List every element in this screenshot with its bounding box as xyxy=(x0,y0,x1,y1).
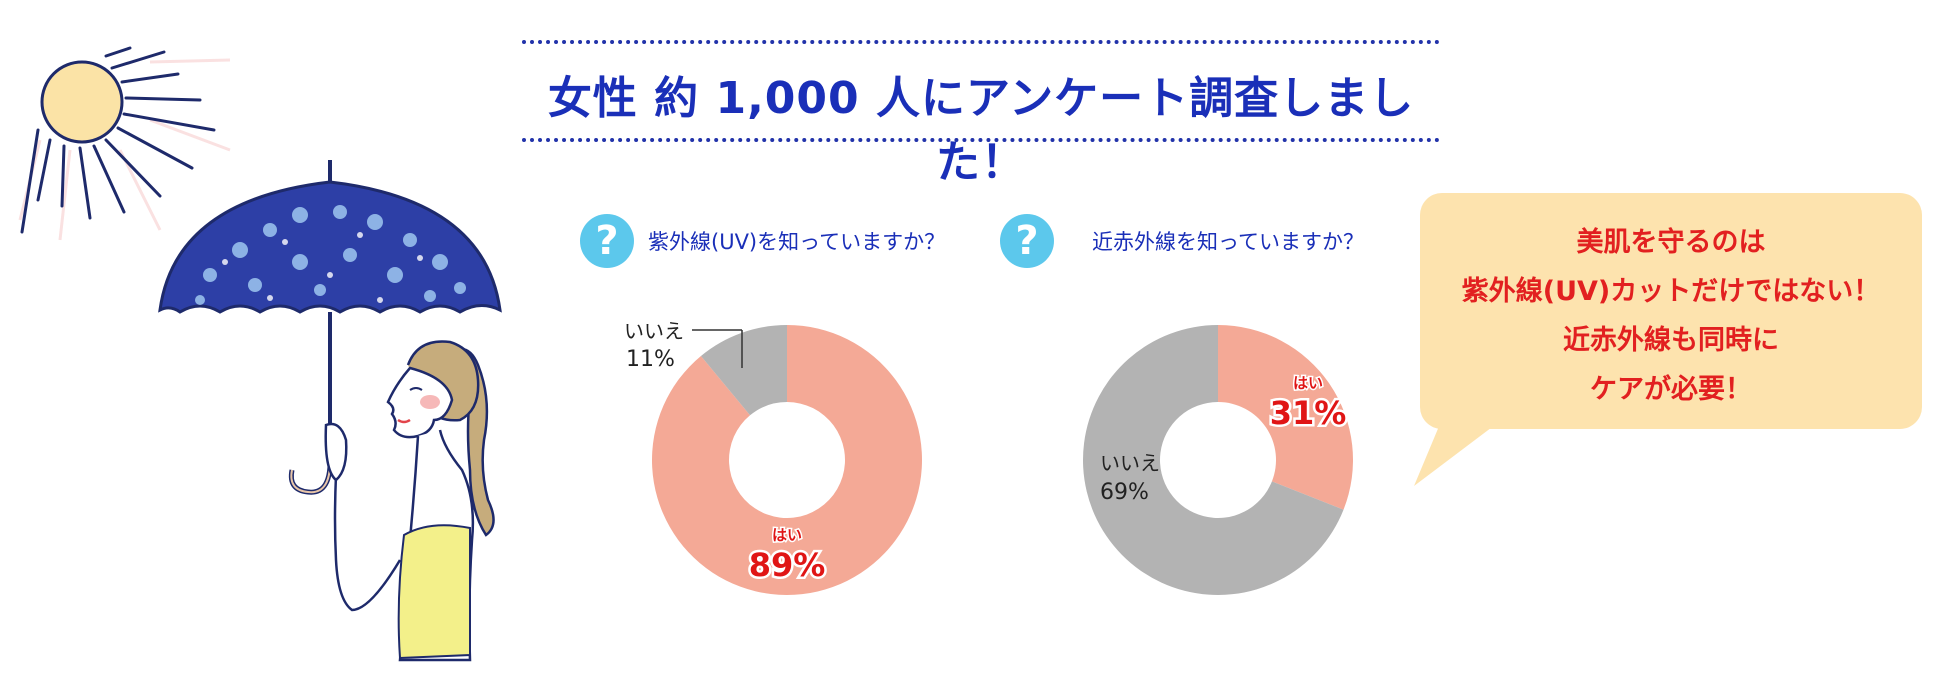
question-mark-icon: ? xyxy=(1000,214,1054,268)
speech-bubble: 美肌を守るのは 紫外線(UV)カットだけではない！ 近赤外線も同時に ケアが必要… xyxy=(1420,193,1922,429)
title-divider-top xyxy=(522,40,1440,44)
chart1-no-label: いいえ xyxy=(624,319,684,343)
question-nir-text: 近赤外線を知っていますか？ xyxy=(1092,230,1364,254)
umbrella-woman-illustration xyxy=(18,46,502,662)
chart2-yes-value: 31% xyxy=(1270,394,1347,432)
no-slice xyxy=(1083,325,1344,595)
nir-awareness-donut-chart: いいえ 69% はい 31% xyxy=(1083,325,1353,595)
question-mark-icon: ? xyxy=(580,214,634,268)
survey-title: 女性 約 1,000 人にアンケート調査しました！ xyxy=(547,73,1415,188)
sun-icon xyxy=(18,46,231,241)
bubble-line-3: 近赤外線も同時に xyxy=(1563,325,1779,356)
chart2-no-value: 69% xyxy=(1100,480,1149,505)
umbrella-icon xyxy=(158,160,502,495)
chart1-yes-label: はい xyxy=(772,526,802,544)
bubble-line-4: ケアが必要！ xyxy=(1590,374,1752,405)
title-divider-bottom xyxy=(522,138,1440,142)
woman-icon xyxy=(324,340,495,662)
bubble-message: 美肌を守るのは 紫外線(UV)カットだけではない！ 近赤外線も同時に ケアが必要… xyxy=(1420,218,1922,414)
bubble-line-2: 紫外線(UV)カットだけではない！ xyxy=(1461,276,1881,307)
chart1-yes-value: 89% xyxy=(749,546,826,584)
no-slice xyxy=(700,325,787,416)
chart1-no-value: 11% xyxy=(626,347,675,372)
chart2-yes-label: はい xyxy=(1293,374,1323,392)
yes-slice xyxy=(652,325,922,595)
question-uv-text: 紫外線(UV)を知っていますか？ xyxy=(648,230,946,254)
chart2-no-label: いいえ xyxy=(1100,451,1160,475)
bubble-line-1: 美肌を守るのは xyxy=(1576,227,1766,258)
uv-awareness-donut-chart: いいえ 11% はい 89% xyxy=(624,319,922,595)
yes-slice xyxy=(1218,325,1353,510)
